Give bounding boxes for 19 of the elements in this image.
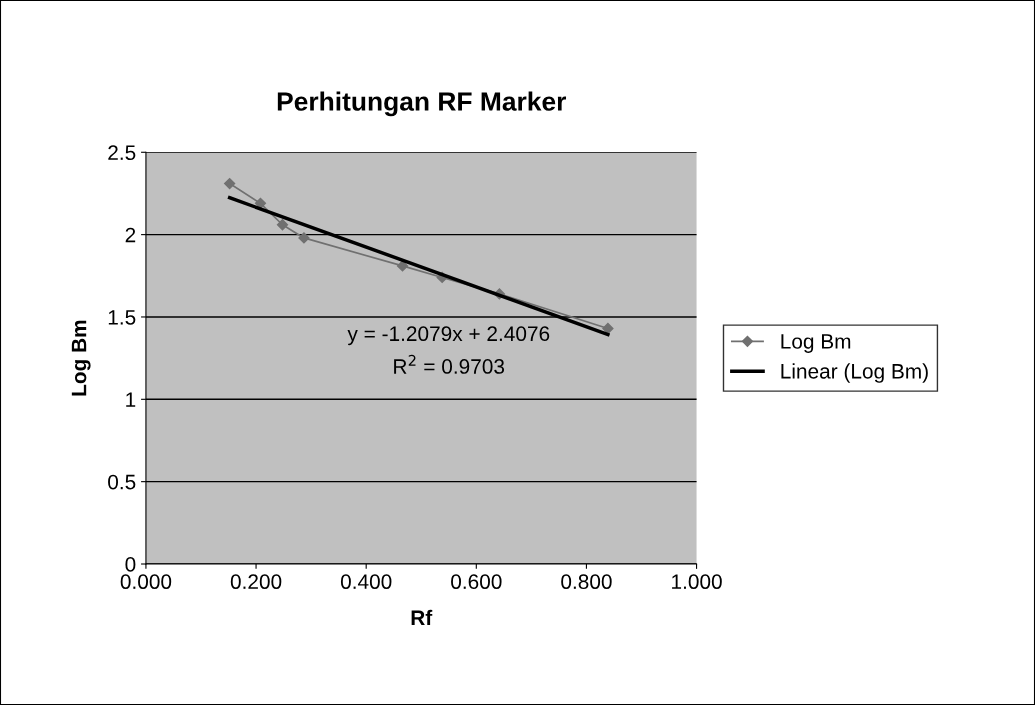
x-tick-label: 0.200: [230, 574, 282, 590]
y-axis-title: Log Bm: [71, 320, 91, 396]
annotation: R$^{2}$ = 0.9703: [394, 354, 505, 374]
x-axis-title: Rf: [411, 609, 433, 625]
x-tick-label: 0.600: [451, 574, 502, 590]
x-tick-label: 0.800: [561, 574, 612, 590]
x-tick-label: 1.000: [672, 574, 722, 590]
legend-label: Linear (Log Bm): [781, 363, 928, 383]
chart-title: Perhitungan RF Marker: [277, 91, 567, 117]
y-tick-label: 1: [126, 392, 136, 407]
x-tick-label: 0.000: [120, 574, 172, 590]
y-tick-label: 2: [125, 227, 136, 243]
x-tick-label: 0.400: [340, 574, 392, 590]
y-tick-label: 0.5: [108, 474, 136, 490]
y-tick-label: 2.5: [108, 145, 136, 161]
legend-label: Log Bm: [781, 334, 851, 353]
annotation: y = -1.2079x + 2.4076: [347, 326, 550, 346]
y-tick-label: 0: [125, 557, 136, 572]
y-tick-label: 1.5: [108, 310, 136, 325]
